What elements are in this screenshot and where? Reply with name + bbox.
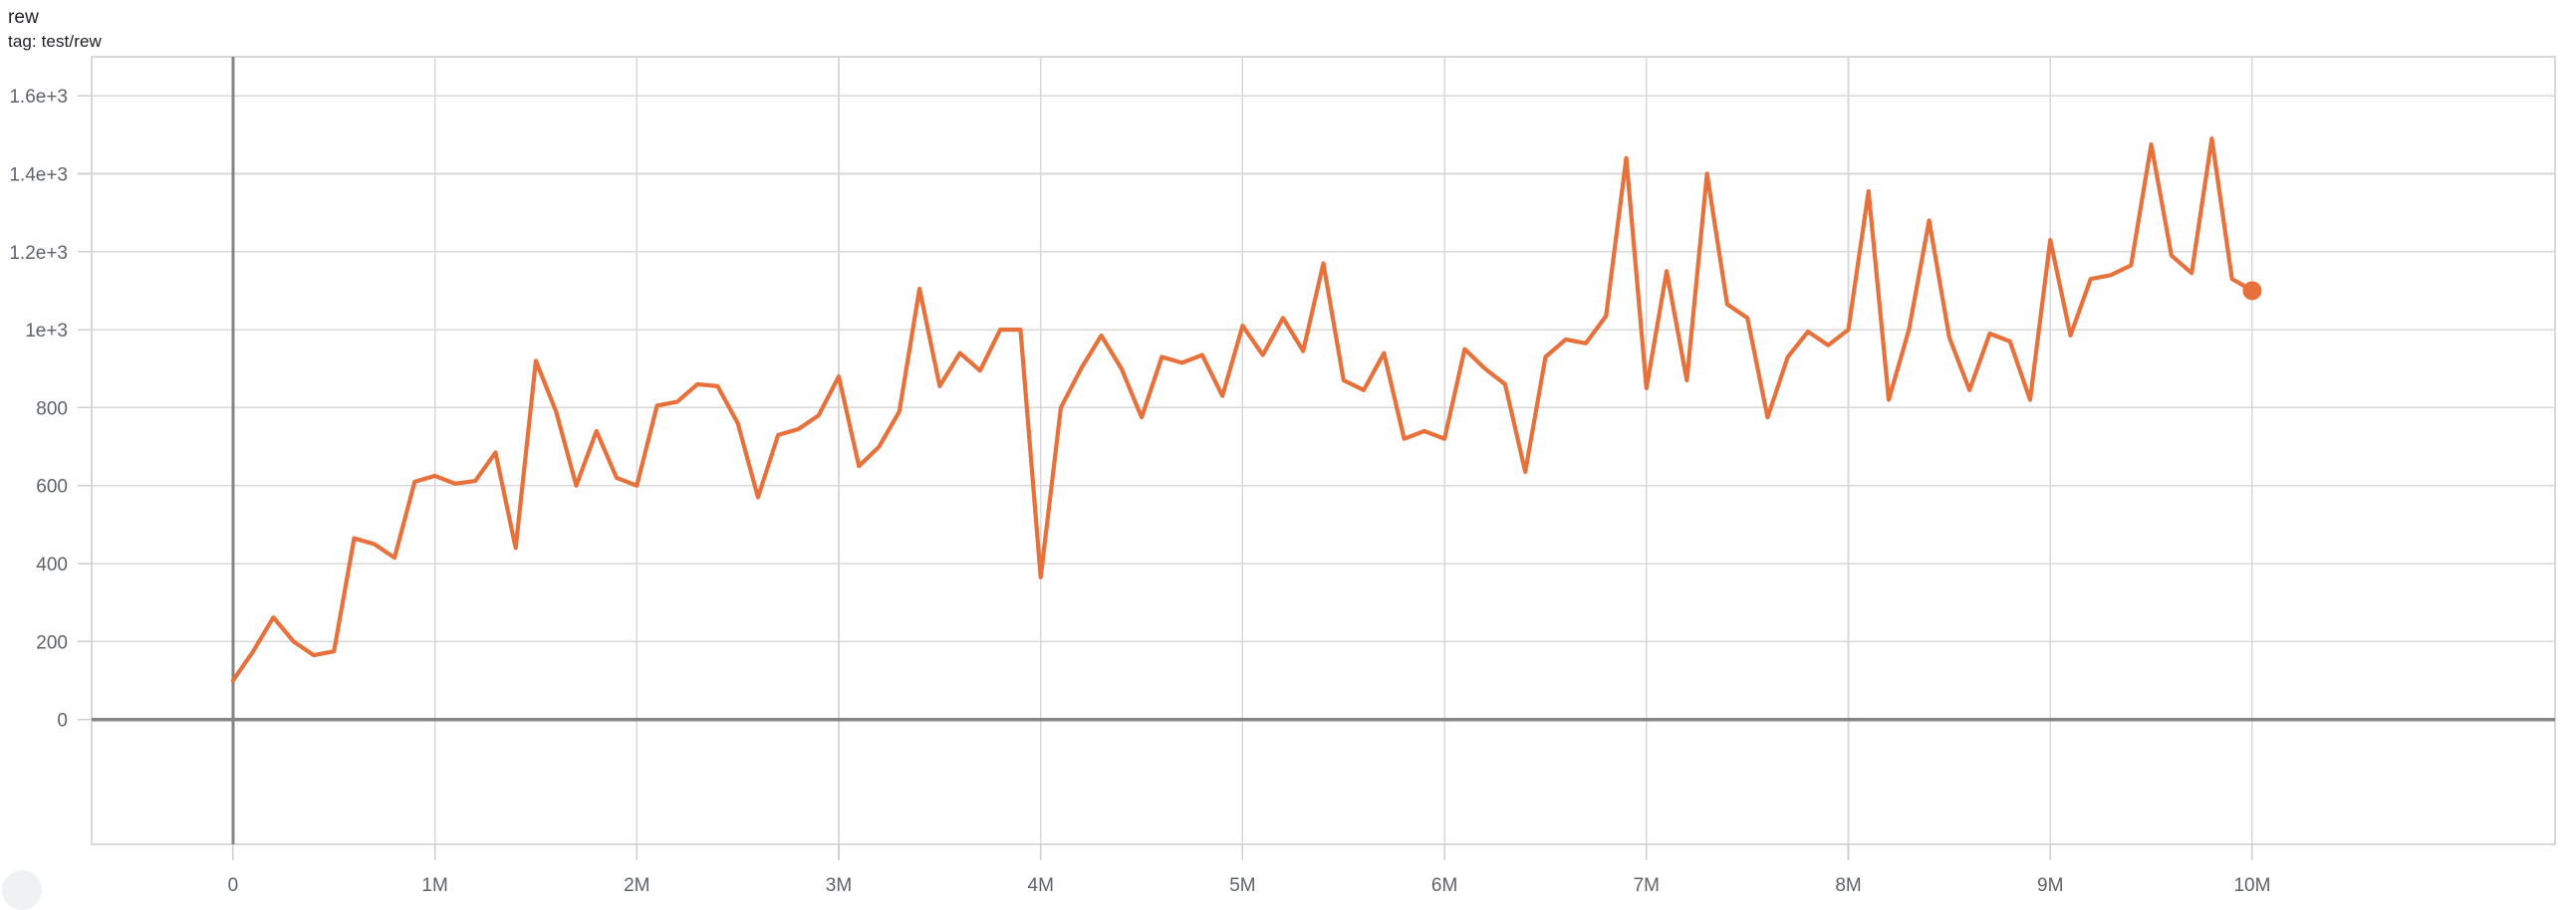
x-tick-label: 9M — [2037, 875, 2063, 896]
y-tick-label: 600 — [36, 477, 68, 498]
y-tick-label: 1.4e+3 — [9, 164, 68, 185]
chart-header: rew tag: test/rew — [8, 6, 102, 52]
chart-tag-subtitle: tag: test/rew — [8, 31, 102, 51]
x-tick-label: 0 — [228, 875, 239, 896]
y-tick-label: 1.2e+3 — [9, 243, 68, 264]
x-tick-label: 6M — [1431, 875, 1457, 896]
y-tick-label: 800 — [36, 398, 68, 419]
x-tick-label: 2M — [624, 875, 649, 896]
x-tick-label: 4M — [1028, 875, 1054, 896]
series-endpoint-dot-icon — [2242, 281, 2262, 301]
loading-indicator-blob — [2, 870, 42, 910]
x-axis-labels: 0 1M 2M 3M 4M 5M 6M 7M 8M 9M 10M — [228, 875, 2271, 896]
x-tick-label: 7M — [1634, 875, 1660, 896]
x-tick-label: 1M — [421, 875, 447, 896]
data-series[interactable] — [230, 136, 2255, 683]
x-tick-label: 3M — [826, 875, 852, 896]
chart-title: rew — [8, 7, 39, 28]
y-tick-label: 400 — [36, 555, 68, 575]
y-axis-labels: 0 200 400 600 800 1e+3 1.2e+3 1.4e+3 1.6e+3 — [9, 87, 68, 732]
plot-border — [91, 56, 2556, 845]
y-tick-label: 0 — [57, 711, 68, 732]
y-tick-marks — [78, 95, 92, 721]
x-tick-label: 8M — [1835, 875, 1861, 896]
x-tick-marks — [232, 844, 2253, 860]
x-tick-label: 5M — [1229, 875, 1255, 896]
series-polyline[interactable] — [230, 136, 2255, 683]
x-gridlines — [433, 57, 2253, 844]
last-point-marker-icon — [2242, 281, 2262, 301]
y-gridlines — [92, 95, 2555, 643]
y-tick-label: 1e+3 — [25, 321, 68, 341]
y-tick-label: 1.6e+3 — [9, 87, 68, 108]
x-tick-label: 10M — [2233, 875, 2270, 896]
y-tick-label: 200 — [36, 632, 68, 653]
